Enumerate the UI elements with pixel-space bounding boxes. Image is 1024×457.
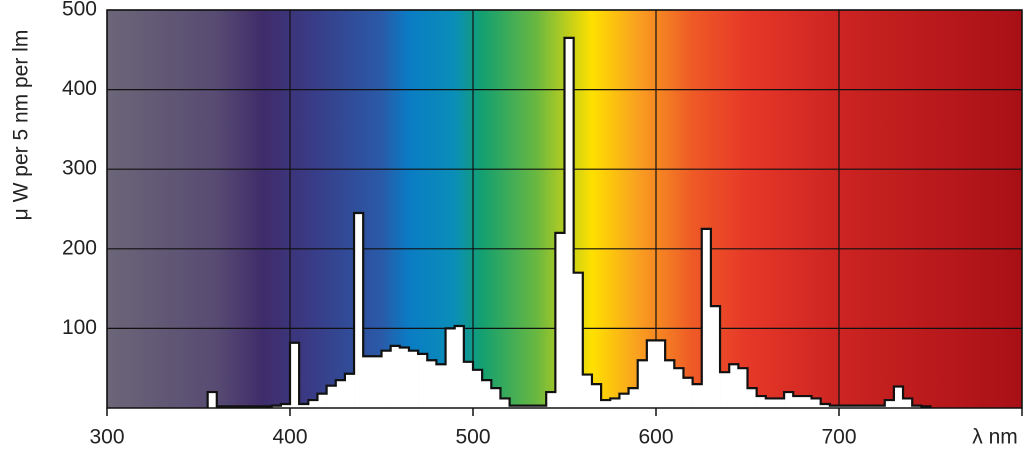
bar	[884, 400, 895, 408]
bar	[701, 228, 712, 408]
bar	[628, 388, 638, 408]
y-axis-title: μ W per 5 nm per lm	[10, 30, 33, 221]
bar	[372, 356, 382, 408]
bar	[893, 386, 904, 408]
bar	[546, 392, 556, 408]
bar	[820, 404, 831, 408]
bar	[463, 361, 474, 408]
bar	[839, 405, 849, 408]
bar	[335, 380, 346, 408]
bar	[793, 396, 803, 408]
bar	[308, 400, 318, 408]
spectrum-outline	[206, 36, 932, 408]
bar	[299, 404, 309, 408]
bar	[875, 405, 886, 408]
x-tick-label: 300	[89, 426, 124, 449]
bar	[564, 37, 574, 409]
bar	[326, 385, 337, 408]
bar	[665, 360, 675, 408]
bar	[390, 345, 401, 408]
bar	[857, 405, 867, 408]
bar	[573, 272, 584, 408]
bar	[582, 374, 593, 408]
bar	[280, 404, 291, 408]
bar	[903, 398, 913, 408]
bar	[207, 392, 218, 408]
bar	[601, 400, 611, 408]
bar	[500, 398, 510, 408]
bar	[445, 328, 455, 408]
bar	[848, 405, 858, 408]
bar	[436, 364, 446, 408]
y-tick-label: 200	[62, 236, 97, 259]
bar	[427, 360, 437, 408]
bar	[537, 405, 547, 408]
bar	[344, 373, 355, 408]
bar	[720, 372, 730, 408]
bar	[683, 377, 693, 408]
bar	[610, 398, 620, 408]
x-tick-label: 600	[638, 426, 673, 449]
bar	[692, 384, 703, 408]
x-tick-label: 400	[272, 426, 307, 449]
bar	[765, 398, 776, 408]
bar	[784, 392, 794, 408]
bars	[206, 36, 932, 409]
bar	[866, 405, 876, 408]
bar	[454, 326, 465, 408]
bar	[912, 405, 922, 408]
bar	[363, 356, 373, 408]
bar	[473, 369, 483, 408]
bar	[811, 398, 821, 408]
bar	[656, 340, 666, 408]
y-tick-label: 300	[62, 157, 97, 180]
bar	[729, 364, 739, 408]
bar	[317, 393, 327, 408]
bar	[591, 384, 602, 408]
bar	[509, 405, 520, 408]
y-tick-label: 500	[62, 0, 97, 21]
bar	[290, 342, 300, 408]
bar	[491, 388, 501, 408]
x-tick-label: λ nm	[972, 426, 1018, 449]
plot-frame	[106, 9, 1023, 409]
bar	[646, 340, 657, 408]
x-tick-label: 500	[455, 426, 490, 449]
bar	[418, 353, 428, 408]
bar	[399, 347, 410, 408]
bar	[774, 398, 785, 408]
bar	[674, 368, 684, 408]
y-tick-label: 400	[62, 77, 97, 100]
bar	[527, 405, 538, 408]
x-tick-label: 700	[821, 426, 856, 449]
bar	[802, 396, 812, 408]
bar	[354, 212, 364, 408]
bar	[408, 350, 419, 408]
bar	[637, 360, 648, 408]
bar	[738, 368, 748, 408]
bar	[756, 396, 767, 408]
bar	[381, 350, 391, 408]
bar	[271, 405, 282, 408]
y-tick-label: 100	[62, 316, 97, 339]
bar	[710, 306, 721, 408]
bar	[747, 388, 757, 408]
bar	[482, 380, 492, 408]
bar	[518, 405, 529, 408]
bar	[829, 405, 840, 408]
bar	[555, 232, 565, 408]
bar	[619, 393, 629, 408]
